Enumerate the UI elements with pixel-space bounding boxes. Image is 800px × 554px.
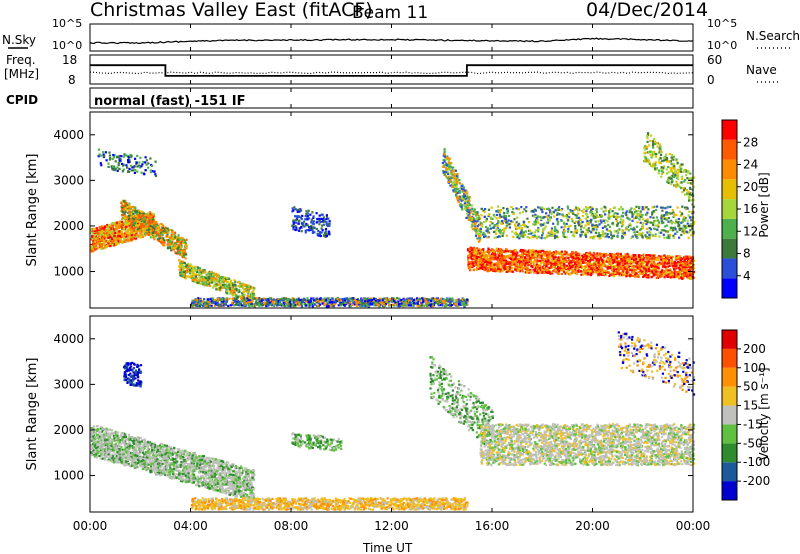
range-tick-label: 3000 bbox=[53, 377, 84, 391]
range-tick-label: 3000 bbox=[53, 173, 84, 187]
time-tick-label: 12:00 bbox=[374, 519, 409, 533]
colorbar-tick-label: 20 bbox=[743, 180, 758, 194]
time-tick-label: 00:00 bbox=[676, 519, 711, 533]
colorbar-tick-label: 16 bbox=[743, 202, 758, 216]
range-tick-label: 1000 bbox=[53, 265, 84, 279]
colorbar-segment bbox=[722, 218, 737, 239]
colorbar-segment bbox=[722, 330, 737, 349]
velocity-panel: Slant Range [km] 4000 3000 2000 1000 200 100… bbox=[25, 315, 771, 513]
nsky-tick-top: 10^5 bbox=[52, 17, 82, 30]
colorbar-tick-label: -50 bbox=[743, 436, 763, 450]
colorbar-tick-label: 28 bbox=[743, 135, 758, 149]
freq-label: Freq. bbox=[6, 53, 36, 67]
colorbar-tick-label: -100 bbox=[743, 455, 770, 469]
power-yticks: 4000 3000 2000 1000 bbox=[53, 128, 693, 279]
range-tick-label: 2000 bbox=[53, 423, 84, 437]
freq-tick-bottom: 8 bbox=[68, 73, 76, 87]
colorbar-segment bbox=[722, 405, 737, 425]
nsearch-tick-top: 10^5 bbox=[707, 17, 737, 30]
colorbar-segment bbox=[722, 238, 737, 259]
colorbar-segment bbox=[722, 386, 737, 406]
freq-unit-label: [MHz] bbox=[4, 67, 39, 81]
colorbar-tick-label: 12 bbox=[743, 224, 758, 238]
colorbar-segment bbox=[722, 258, 737, 279]
velocity-yticks: 4000 3000 2000 1000 bbox=[53, 332, 693, 483]
velocity-heatmap bbox=[90, 331, 696, 511]
colorbar-tick-label: 24 bbox=[743, 158, 758, 172]
colorbar-tick-label: 50 bbox=[743, 380, 758, 394]
cpid-label: CPID bbox=[6, 93, 38, 107]
colorbar-tick-label: 4 bbox=[743, 269, 751, 283]
station-title: Christmas Valley East (fitACF) bbox=[90, 0, 373, 21]
range-tick-label: 2000 bbox=[53, 219, 84, 233]
freq-tick-top: 18 bbox=[62, 53, 77, 67]
colorbar-segment bbox=[722, 120, 737, 140]
cpid-panel: CPID normal (fast) -151 IF bbox=[6, 87, 694, 109]
colorbar-segment bbox=[722, 462, 737, 482]
time-tick-label: 08:00 bbox=[274, 519, 309, 533]
range-tick-label: 1000 bbox=[53, 469, 84, 483]
time-tick-label: 20:00 bbox=[575, 519, 610, 533]
freq-series bbox=[90, 64, 693, 77]
colorbar-segment bbox=[722, 159, 737, 180]
beam-label: Beam 11 bbox=[352, 3, 428, 23]
time-tick-label: 04:00 bbox=[173, 519, 208, 533]
colorbar-segment bbox=[722, 481, 737, 500]
colorbar-segment bbox=[722, 348, 737, 368]
power-panel: Slant Range [km] 4000 3000 2000 1000 28 24 20… bbox=[25, 111, 771, 309]
nsky-series bbox=[89, 37, 694, 45]
velocity-ylabel: Slant Range [km] bbox=[25, 358, 40, 471]
power-colorbar: 28 24 20 16 12 8 4 bbox=[721, 119, 758, 299]
colorbar-segment bbox=[722, 179, 737, 200]
power-colorbar-label: Power [dB] bbox=[757, 172, 771, 237]
colorbar-segment bbox=[722, 443, 737, 463]
date-label: 04/Dec/2014 bbox=[586, 0, 708, 21]
nave-label: Nave bbox=[746, 63, 777, 77]
colorbar-tick-label: -15 bbox=[743, 417, 763, 431]
power-ylabel: Slant Range [km] bbox=[25, 154, 40, 267]
colorbar-tick-label: 8 bbox=[743, 247, 751, 261]
colorbar-segment bbox=[722, 424, 737, 444]
cpid-text: normal (fast) -151 IF bbox=[94, 94, 245, 109]
colorbar-segment bbox=[722, 367, 737, 387]
time-tick-label: 00:00 bbox=[73, 519, 108, 533]
velocity-colorbar: 200 100 50 15 -15 -50 -100 -200 bbox=[721, 329, 770, 501]
colorbar-segment bbox=[722, 139, 737, 160]
colorbar-segment bbox=[722, 278, 737, 298]
range-tick-label: 4000 bbox=[53, 128, 84, 142]
colorbar-tick-label: 200 bbox=[743, 342, 766, 356]
power-heatmap bbox=[90, 132, 696, 308]
time-axis-label: Time UT bbox=[362, 541, 413, 554]
colorbar-tick-label: 15 bbox=[743, 399, 758, 413]
nsearch-label: N.Search bbox=[746, 29, 800, 43]
colorbar-tick-label: -200 bbox=[743, 474, 770, 488]
time-axis: 00:00 04:00 08:00 12:00 16:00 20:00 00:00 bbox=[73, 24, 711, 533]
nave-tick-bottom: 0 bbox=[707, 73, 715, 87]
nsky-label: N.Sky bbox=[2, 33, 36, 47]
velocity-colorbar-label: Velocity [m s⁻¹] bbox=[757, 367, 771, 460]
nave-tick-top: 60 bbox=[707, 53, 722, 67]
nsky-tick-bottom: 10^0 bbox=[52, 39, 82, 52]
time-tick-label: 16:00 bbox=[475, 519, 510, 533]
colorbar-tick-label: 100 bbox=[743, 361, 766, 375]
nave-series bbox=[89, 71, 694, 75]
freq-panel: Freq. [MHz] 18 8 60 0 Nave bbox=[4, 53, 780, 87]
range-tick-label: 4000 bbox=[53, 332, 84, 346]
nsearch-tick-bottom: 10^0 bbox=[707, 39, 737, 52]
colorbar-segment bbox=[722, 199, 737, 219]
